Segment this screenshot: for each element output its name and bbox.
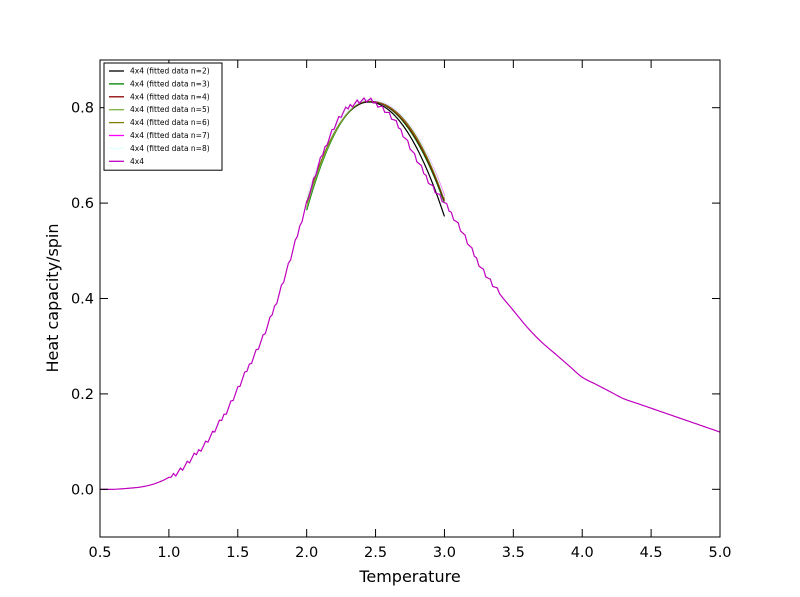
- legend-entry-label: 4x4 (fitted data n=2): [130, 67, 210, 76]
- y-tick-label: 0.2: [71, 387, 94, 403]
- x-tick-label: 3.0: [433, 545, 456, 561]
- x-tick-label: 3.5: [502, 545, 525, 561]
- legend-entry-label: 4x4 (fitted data n=5): [130, 105, 210, 114]
- legend-entry-label: 4x4 (fitted data n=4): [130, 92, 210, 101]
- x-tick-label: 0.5: [88, 545, 111, 561]
- series-group: [100, 96, 720, 490]
- legend-entry-label: 4x4: [130, 157, 144, 166]
- series-line-4x4: [100, 96, 720, 490]
- x-axis-label: Temperature: [358, 567, 460, 586]
- x-tick-label: 4.5: [640, 545, 663, 561]
- legend-entry-label: 4x4 (fitted data n=6): [130, 118, 210, 127]
- y-axis-label: Heat capacity/spin: [43, 223, 62, 372]
- x-tick-label: 1.5: [226, 545, 249, 561]
- legend-entry-label: 4x4 (fitted data n=3): [130, 79, 210, 88]
- legend-box: [103, 62, 223, 171]
- legend-entry-label: 4x4 (fitted data n=8): [130, 144, 210, 153]
- axis-ticks: 0.5 1.0 1.5 2.0 2.5 3.0 3.5 4.0 4.5 5.0 0.0 0.2 0.4 0…: [71, 60, 732, 561]
- x-tick-label: 2.5: [364, 545, 387, 561]
- y-tick-label: 0.8: [71, 101, 94, 117]
- x-tick-label: 2.0: [295, 545, 318, 561]
- legend-entry-label: 4x4 (fitted data n=7): [130, 131, 210, 140]
- y-tick-label: 0.0: [71, 482, 94, 498]
- y-tick-label: 0.4: [71, 292, 94, 308]
- y-tick-label: 0.6: [71, 196, 94, 212]
- x-tick-label: 1.0: [157, 545, 180, 561]
- x-tick-label: 4.0: [571, 545, 594, 561]
- x-tick-label: 5.0: [708, 545, 731, 561]
- legend: 4x4 (fitted data n=2) 4x4 (fitted data n=…: [103, 62, 223, 171]
